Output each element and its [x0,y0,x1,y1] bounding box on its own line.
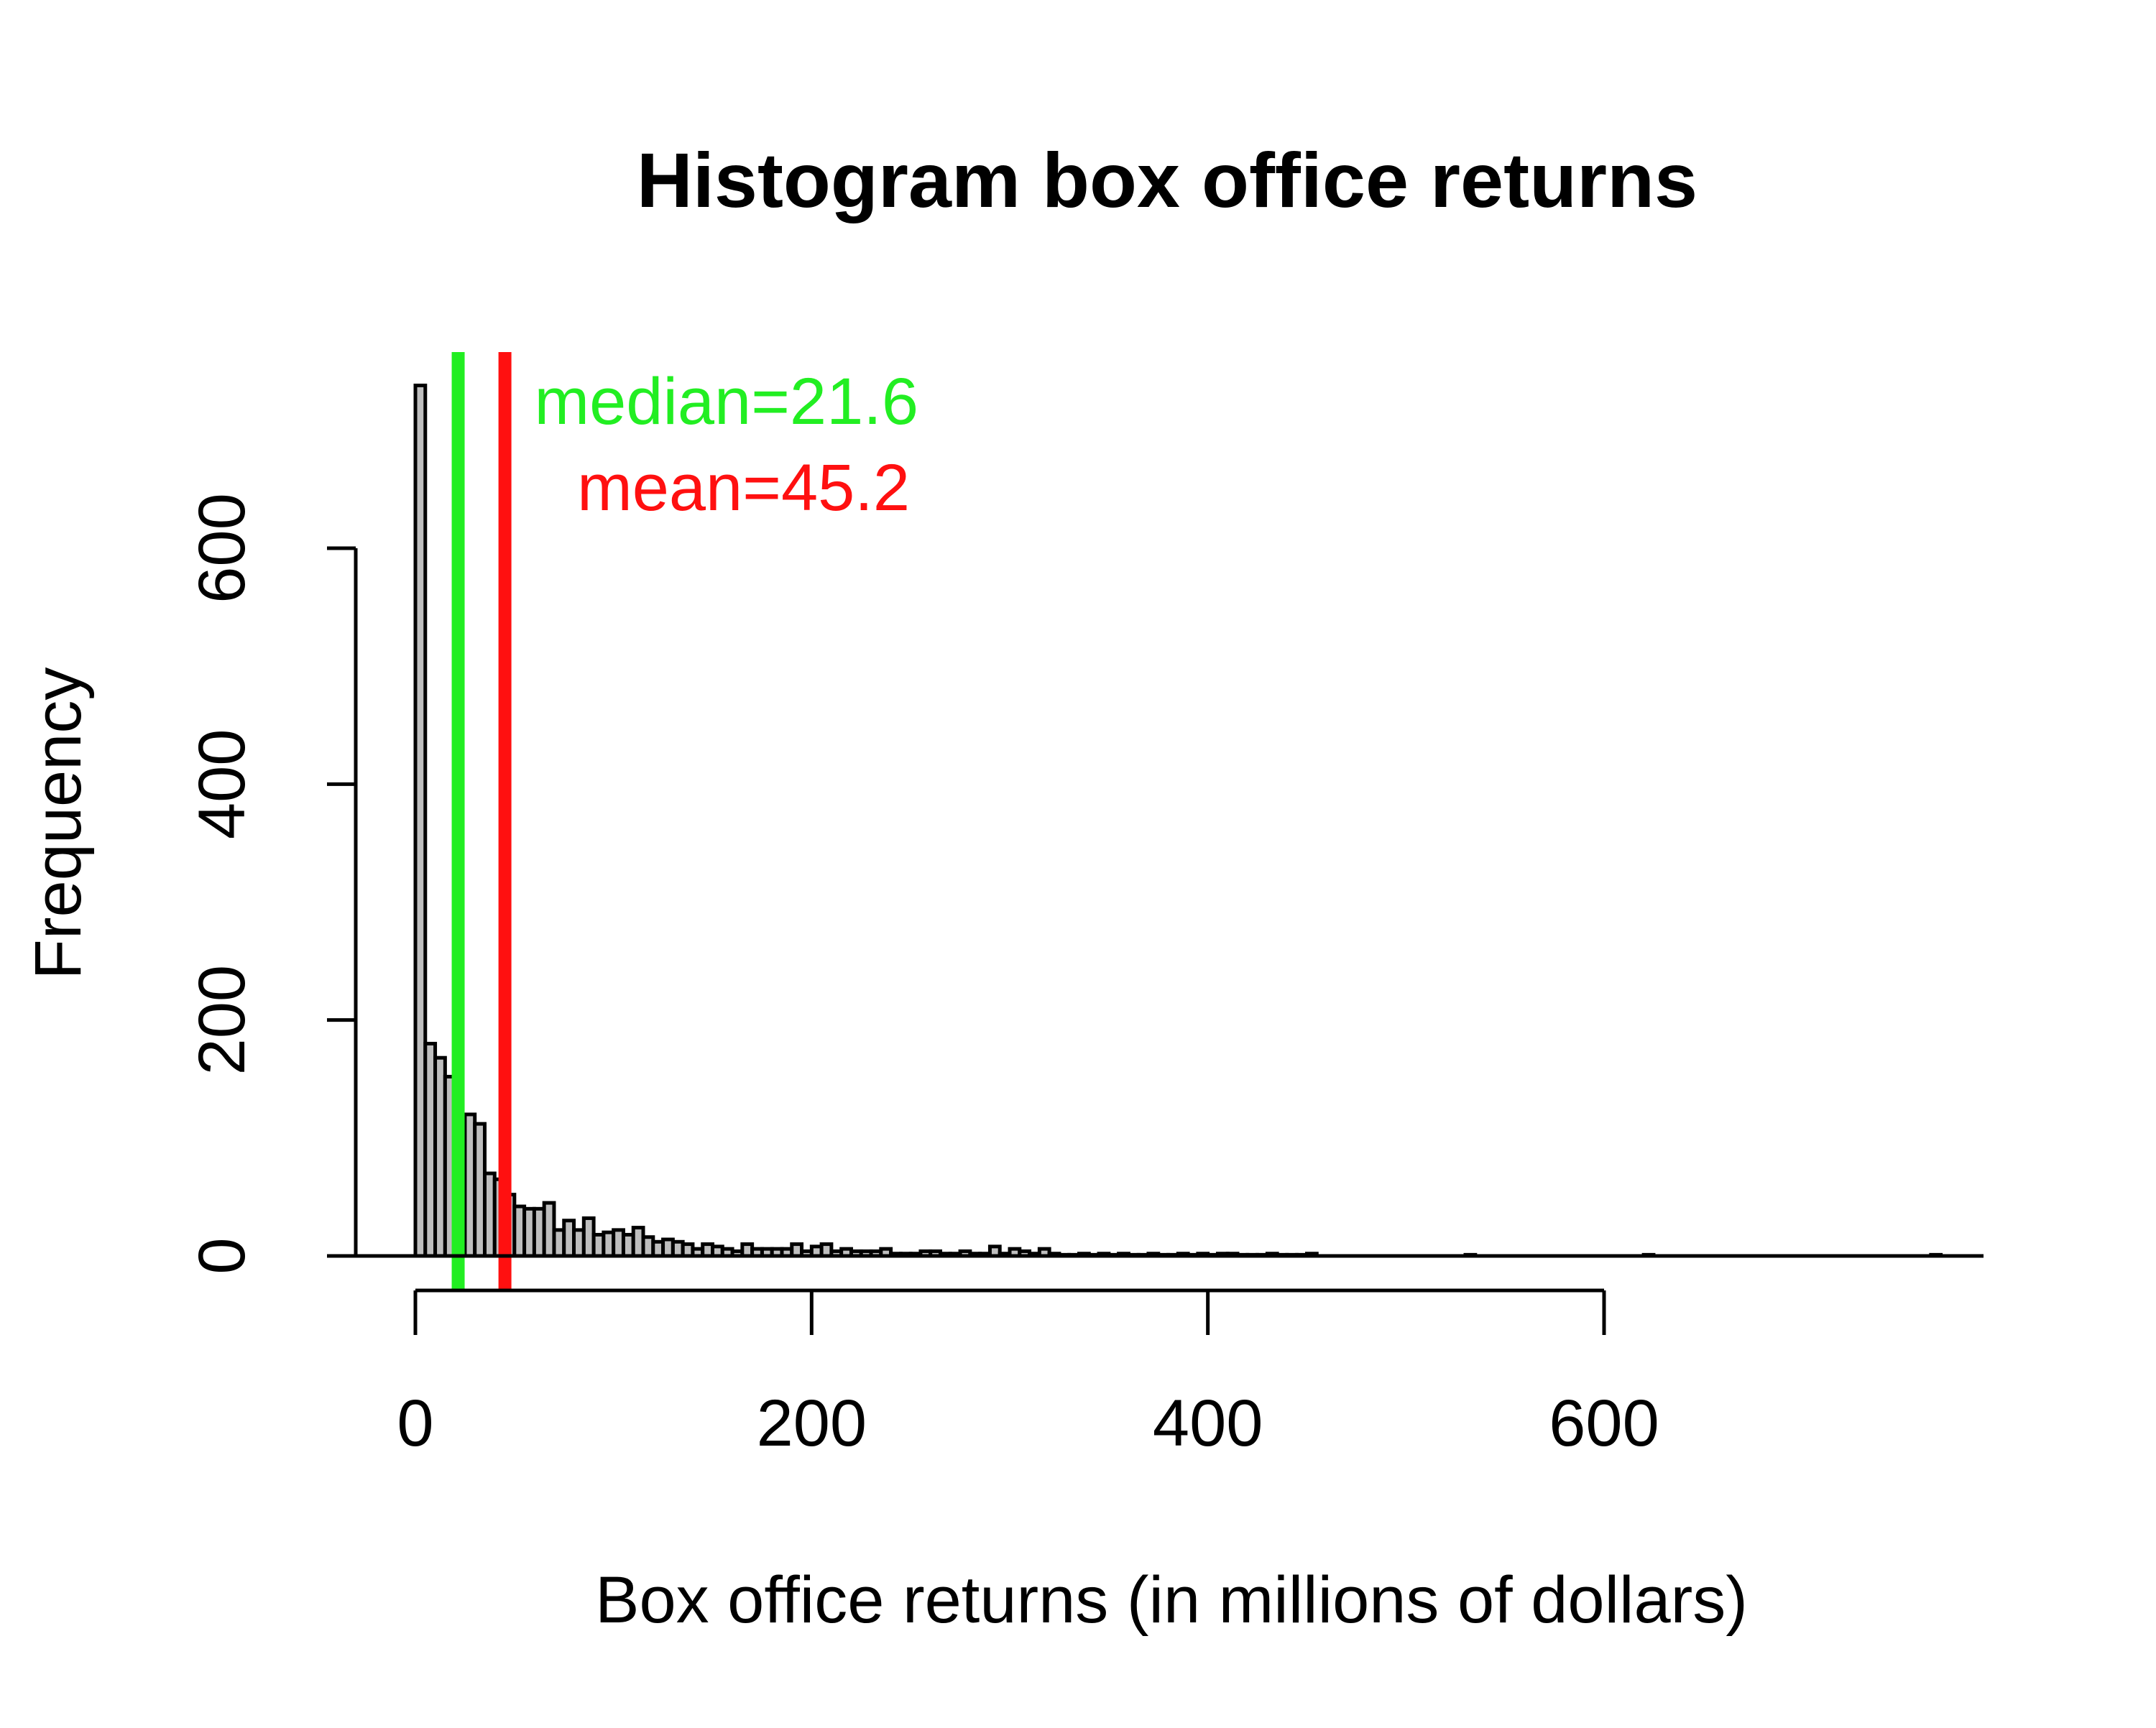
x-tick-label: 200 [757,1387,867,1460]
x-tick-label: 400 [1153,1387,1263,1460]
axes: 0 200 400 600 0 200 400 600 [185,493,1984,1460]
y-tick-label: 200 [185,965,259,1076]
x-tick-label: 0 [397,1387,433,1460]
y-tick-label: 400 [185,729,259,840]
y-axis-label: Frequency [22,667,95,980]
annotations: median=21.6 mean=45.2 [534,365,918,525]
y-tick-label: 0 [185,1237,259,1274]
chart-title: Histogram box office returns [637,137,1697,223]
reference-line-label: median=21.6 [534,365,918,438]
reference-line-label: mean=45.2 [577,451,910,525]
reference-lines [451,352,512,1290]
y-tick-label: 600 [185,493,259,604]
x-axis-label: Box office returns (in millions of dolla… [595,1563,1748,1637]
x-tick-label: 600 [1549,1387,1659,1460]
